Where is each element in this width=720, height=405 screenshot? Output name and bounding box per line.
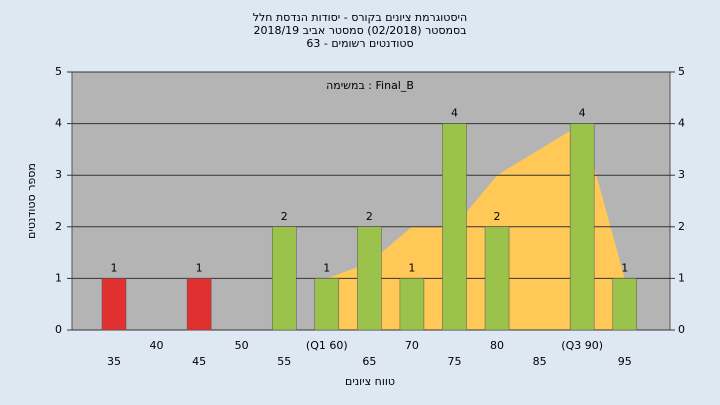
x-tick-label: 50 <box>235 339 249 352</box>
x-tick-label: 55 <box>277 355 291 368</box>
y-tick-label: 3 <box>55 168 62 181</box>
y-tick-label: 5 <box>55 65 62 78</box>
bar <box>484 226 510 331</box>
data-label: 1 <box>408 261 415 274</box>
y2-tick-label: 1 <box>678 271 685 284</box>
chart-subtitle: בסמסטר (02/2018) סמסטר אביב 2018/19 <box>253 24 466 37</box>
y2-tick-label: 4 <box>678 117 685 130</box>
data-label: 2 <box>366 210 373 223</box>
y-tick-label: 2 <box>55 220 62 233</box>
x-tick-label: (Q3 90) <box>561 339 603 352</box>
y-tick-label: 0 <box>55 323 62 336</box>
bar <box>314 278 340 331</box>
x-tick-label: 95 <box>618 355 632 368</box>
y2-tick-label: 0 <box>678 323 685 336</box>
x-tick-label: (Q1 60) <box>306 339 348 352</box>
x-tick-label: 80 <box>490 339 504 352</box>
y-axis-label: מספר סטודנטים <box>25 163 38 239</box>
bar <box>271 226 297 331</box>
y2-tick-label: 2 <box>678 220 685 233</box>
x-tick-label: 65 <box>362 355 376 368</box>
x-tick-label: 35 <box>107 355 121 368</box>
data-label: 4 <box>451 107 458 120</box>
data-label: 1 <box>323 261 330 274</box>
bar <box>101 278 127 331</box>
x-tick-label: 75 <box>447 355 461 368</box>
x-tick-label: 70 <box>405 339 419 352</box>
bar <box>612 278 637 331</box>
data-label: 1 <box>111 261 118 274</box>
data-label: 2 <box>494 210 501 223</box>
bar <box>399 278 425 331</box>
y2-tick-label: 5 <box>678 65 685 78</box>
data-label: 2 <box>281 210 288 223</box>
y2-tick-label: 3 <box>678 168 685 181</box>
x-tick-label: 85 <box>533 355 547 368</box>
x-tick-label: 40 <box>150 339 164 352</box>
chart-title: היסטוגרמת ציונים בקורס - יסודות הנדסת חל… <box>253 11 467 24</box>
x-tick-label: 45 <box>192 355 206 368</box>
data-label: 4 <box>579 107 586 120</box>
legend-entry: במשימה : Final_B <box>326 79 414 92</box>
bar <box>442 123 467 331</box>
bar <box>186 278 212 331</box>
data-label: 1 <box>621 261 628 274</box>
bar <box>569 123 595 331</box>
chart-subtitle: 63 - סטודנטים רשומים <box>306 37 413 50</box>
x-axis-label: טווח ציונים <box>345 375 395 388</box>
data-label: 1 <box>196 261 203 274</box>
y-tick-label: 4 <box>55 117 62 130</box>
bar <box>357 226 382 331</box>
y-tick-label: 1 <box>55 271 62 284</box>
